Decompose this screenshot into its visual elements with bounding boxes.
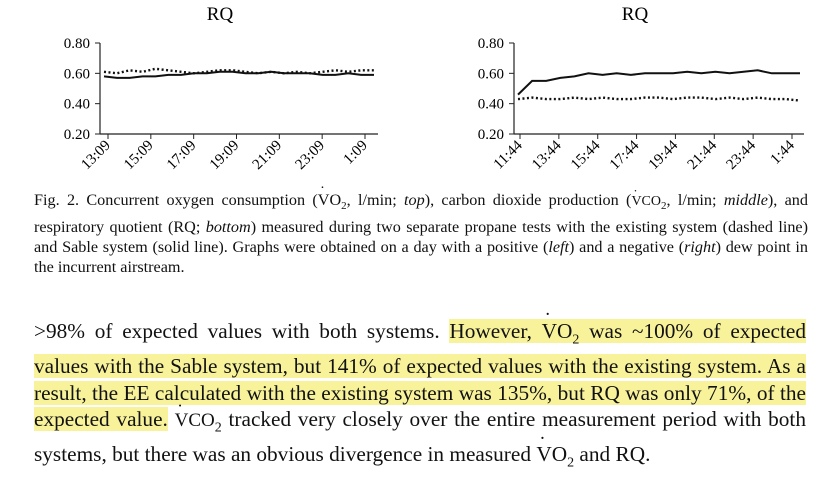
chart-left-title: RQ [207, 4, 234, 25]
left-xtick-label: 21:09 [250, 138, 285, 173]
right-xtick-label: 23:44 [723, 137, 759, 173]
right-series-solid [517, 69, 800, 96]
right-xtick-label: 21:44 [685, 137, 721, 173]
body-paragraph: >98% of expected values with both system… [34, 318, 806, 477]
left-xtick-label: 15:09 [121, 138, 156, 173]
right-xtick-label: 13:44 [529, 137, 565, 173]
left-series-solid [103, 70, 374, 79]
right-xtick-label: 17:44 [607, 137, 643, 173]
left-xtick-label: 17:09 [164, 138, 199, 173]
left-ytick-label: 0.60 [64, 66, 90, 82]
chart-right-title: RQ [622, 4, 649, 25]
right-xtick-label: 1:44 [768, 137, 799, 168]
left-xtick-label: 19:09 [207, 138, 242, 173]
left-ytick-label: 0.20 [64, 127, 90, 143]
right-ytick-label: 0.80 [478, 36, 504, 52]
left-xtick-label: 23:09 [293, 138, 328, 173]
right-xtick-label: 19:44 [646, 137, 682, 173]
figure-caption: Fig. 2. Concurrent oxygen consumption (V… [34, 190, 808, 277]
right-series-dashed [517, 96, 801, 102]
right-ytick-label: 0.20 [478, 127, 504, 143]
right-ytick-label: 0.40 [478, 97, 504, 113]
left-ytick-label: 0.40 [64, 97, 90, 113]
left-ytick-label: 0.80 [64, 36, 90, 52]
left-series-dashed [103, 67, 374, 75]
right-ytick-label: 0.60 [478, 66, 504, 82]
right-xtick-label: 15:44 [568, 137, 604, 173]
left-xtick-label: 1:09 [341, 138, 371, 168]
